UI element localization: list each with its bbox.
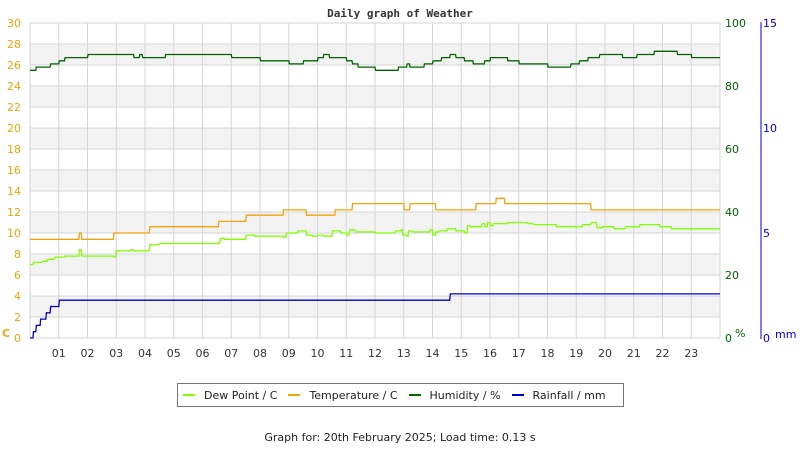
svg-text:26: 26 — [7, 59, 21, 72]
svg-text:03: 03 — [109, 347, 123, 360]
legend-label: Rainfall / mm — [532, 388, 606, 402]
legend-item-dew-point: Dew Point / C — [183, 389, 277, 402]
series-lines — [30, 50, 720, 339]
svg-text:16: 16 — [7, 164, 21, 177]
legend-item-humidity: Humidity / % — [408, 388, 501, 402]
svg-text:22: 22 — [656, 347, 670, 360]
svg-text:0: 0 — [725, 332, 732, 345]
svg-text:14: 14 — [426, 347, 440, 360]
graph-footer: Graph for: 20th February 2025; Load time… — [264, 431, 536, 444]
legend-label: Dew Point / C — [204, 388, 278, 402]
series-dew-point — [30, 221, 720, 266]
svg-text:02: 02 — [81, 347, 95, 360]
legend-label: Temperature / C — [309, 388, 398, 402]
x-axis-hours: 01 02 03 04 05 06 07 08 09 10 11 12 13 14 15 16 17 18 19 20… — [52, 347, 699, 360]
right-axis-rainfall: 0 5 10 15 mm — [760, 17, 796, 345]
svg-text:06: 06 — [196, 347, 210, 360]
svg-text:mm: mm — [775, 328, 796, 341]
svg-text:10: 10 — [763, 122, 777, 135]
svg-text:100: 100 — [725, 17, 746, 30]
svg-text:09: 09 — [282, 347, 296, 360]
svg-text:24: 24 — [7, 80, 21, 93]
series-humidity — [30, 50, 720, 71]
svg-text:11: 11 — [339, 347, 353, 360]
svg-text:40: 40 — [725, 206, 739, 219]
svg-text:01: 01 — [52, 347, 66, 360]
svg-text:10: 10 — [311, 347, 325, 360]
dew-point-swatch-icon — [183, 394, 195, 396]
svg-text:13: 13 — [397, 347, 411, 360]
legend-label: Humidity / % — [429, 388, 501, 402]
right-axis-humidity: 0 20 40 60 80 100% — [725, 17, 746, 345]
svg-text:28: 28 — [7, 38, 21, 51]
weather-chart: Daily graph of Weather 02468101214161820… — [2, 7, 796, 360]
svg-text:6: 6 — [14, 269, 21, 282]
grid-lines — [29, 22, 721, 339]
svg-text:%: % — [735, 327, 745, 340]
svg-text:4: 4 — [14, 290, 21, 303]
svg-text:10: 10 — [7, 227, 21, 240]
rainfall-swatch-icon — [511, 394, 524, 396]
svg-text:22: 22 — [7, 101, 21, 114]
svg-text:05: 05 — [167, 347, 181, 360]
legend-item-temperature: Temperature / C — [288, 388, 398, 402]
svg-text:23: 23 — [684, 347, 698, 360]
chart-title: Daily graph of Weather — [327, 7, 473, 20]
svg-text:08: 08 — [253, 347, 267, 360]
svg-text:30: 30 — [7, 17, 21, 30]
svg-text:5: 5 — [763, 227, 770, 240]
chart-legend: Dew Point / C Temperature / C Humidity /… — [177, 383, 624, 407]
svg-text:C: C — [2, 327, 10, 340]
svg-text:12: 12 — [7, 206, 21, 219]
svg-text:15: 15 — [454, 347, 468, 360]
svg-text:12: 12 — [368, 347, 382, 360]
svg-text:8: 8 — [14, 248, 21, 261]
svg-text:19: 19 — [569, 347, 583, 360]
svg-text:16: 16 — [483, 347, 497, 360]
svg-text:18: 18 — [7, 143, 21, 156]
humidity-swatch-icon — [408, 394, 421, 396]
series-temperature — [30, 197, 720, 240]
svg-text:0: 0 — [763, 332, 770, 345]
svg-text:07: 07 — [224, 347, 238, 360]
svg-text:60: 60 — [725, 143, 739, 156]
svg-text:20: 20 — [725, 269, 739, 282]
series-rainfall — [30, 293, 720, 339]
svg-text:14: 14 — [7, 185, 21, 198]
svg-text:20: 20 — [598, 347, 612, 360]
svg-text:18: 18 — [541, 347, 555, 360]
svg-text:0: 0 — [14, 332, 21, 345]
svg-text:20: 20 — [7, 122, 21, 135]
legend-item-rainfall: Rainfall / mm — [511, 388, 606, 402]
svg-text:21: 21 — [627, 347, 641, 360]
svg-text:04: 04 — [138, 347, 152, 360]
svg-text:80: 80 — [725, 80, 739, 93]
svg-text:15: 15 — [763, 17, 777, 30]
svg-text:17: 17 — [512, 347, 526, 360]
temperature-swatch-icon — [288, 394, 301, 396]
svg-text:2: 2 — [14, 311, 21, 324]
